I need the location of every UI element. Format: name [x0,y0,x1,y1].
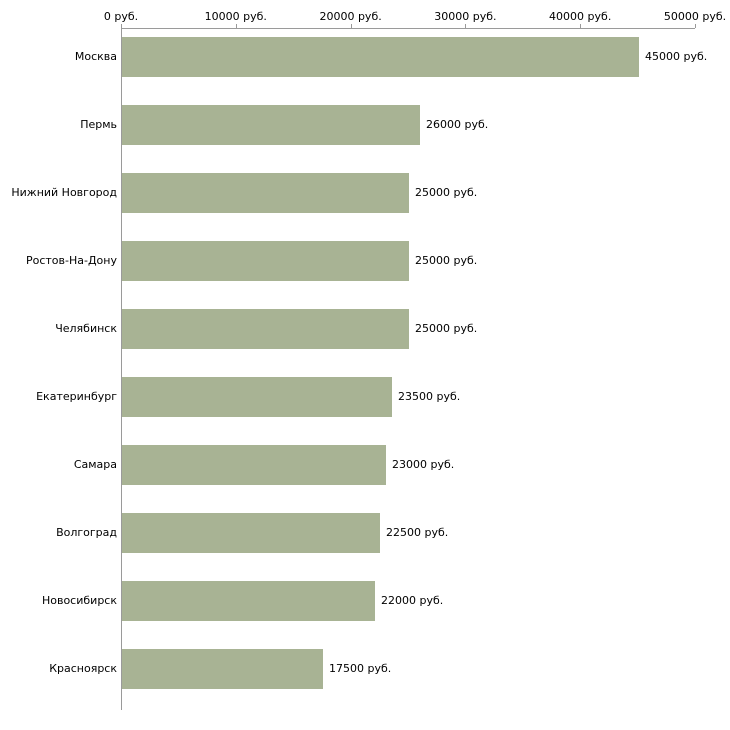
x-axis-tick-mark [465,24,467,28]
value-label: 17500 руб. [329,662,392,675]
value-label: 25000 руб. [415,322,478,335]
bar [122,309,409,349]
category-label: Самара [73,458,117,471]
bar [122,105,420,145]
category-label: Екатеринбург [36,390,117,403]
x-axis-tick-mark [121,24,122,28]
value-label: 25000 руб. [415,186,478,199]
x-axis-tick-mark [695,24,696,28]
bar [122,445,386,485]
value-label: 26000 руб. [426,118,489,131]
bar-row: Пермь 26000 руб. [0,105,730,145]
x-axis-tick-label: 30000 руб. [434,10,497,23]
bar-row: Екатеринбург 23500 руб. [0,377,730,417]
category-label: Новосибирск [41,594,117,607]
bar-row: Новосибирск 22000 руб. [0,581,730,621]
value-label: 23000 руб. [392,458,455,471]
value-label: 22500 руб. [386,526,449,539]
bar-row: Волгоград 22500 руб. [0,513,730,553]
category-label: Нижний Новгород [11,186,117,199]
x-axis-tick-label: 40000 руб. [549,10,612,23]
x-axis-tick-mark [350,24,352,28]
bar [122,649,323,689]
category-label: Волгоград [56,526,117,539]
category-label: Пермь [80,118,117,131]
value-label: 23500 руб. [398,390,461,403]
bar [122,513,380,553]
category-label: Челябинск [55,322,117,335]
x-axis-tick-label: 50000 руб. [663,10,727,23]
bar [122,173,409,213]
bar-row: Самара 23000 руб. [0,445,730,485]
bar [122,37,639,77]
x-axis-tick-mark [235,24,237,28]
bar [122,377,392,417]
category-label: Ростов-На-Дону [25,254,117,267]
value-label: 45000 руб. [645,50,708,63]
x-axis-tick-label: 0 руб. [103,10,139,23]
plot-area [121,28,695,710]
bar-row: Ростов-На-Дону 25000 руб. [0,241,730,281]
x-axis-tick-label: 20000 руб. [319,10,382,23]
bar [122,581,375,621]
value-label: 22000 руб. [381,594,444,607]
value-label: 25000 руб. [415,254,478,267]
category-label: Москва [74,50,117,63]
category-label: Красноярск [49,662,117,675]
x-axis-tick-label: 10000 руб. [204,10,267,23]
bar [122,241,409,281]
bar-row: Челябинск 25000 руб. [0,309,730,349]
bar-row: Москва 45000 руб. [0,37,730,77]
bar-row: Нижний Новгород 25000 руб. [0,173,730,213]
bar-row: Красноярск 17500 руб. [0,649,730,689]
x-axis-tick-mark [580,24,582,28]
